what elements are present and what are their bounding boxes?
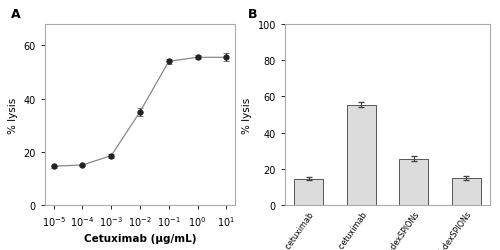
Bar [347,105,376,205]
Bar [452,178,480,205]
Y-axis label: % lysis: % lysis [8,97,18,133]
Text: A: A [11,8,20,22]
Y-axis label: % lysis: % lysis [242,97,252,133]
Bar [294,179,323,205]
Bar [400,159,428,205]
Text: B: B [248,8,258,22]
X-axis label: Cetuximab (μg/mL): Cetuximab (μg/mL) [84,233,196,243]
